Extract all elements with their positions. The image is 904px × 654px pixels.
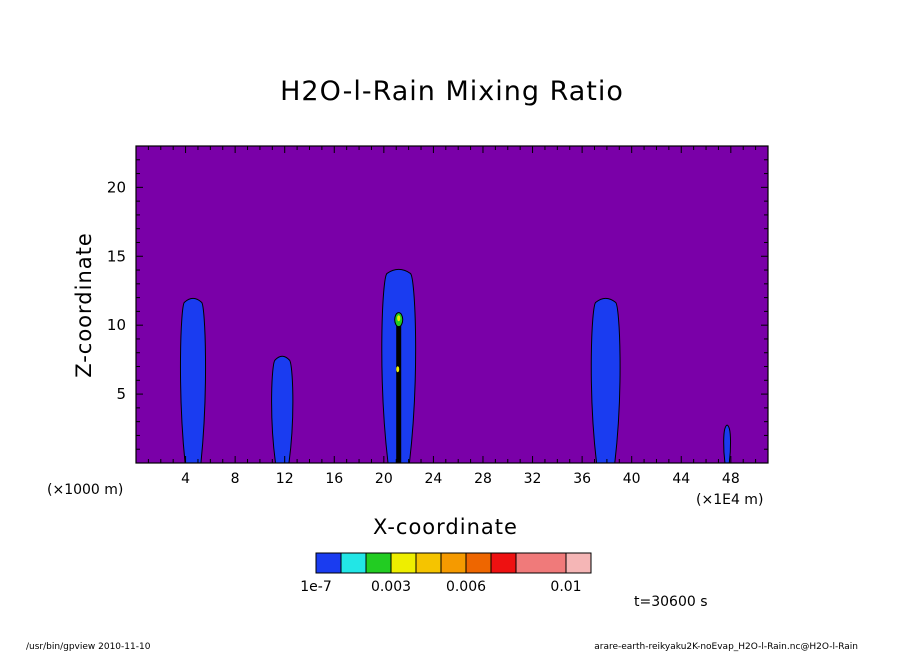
x-tick-label: 24	[424, 471, 442, 487]
colorbar-swatch	[390, 552, 417, 574]
x-tick-label: 48	[722, 471, 740, 487]
rain-cell	[723, 424, 732, 464]
cell-core	[396, 322, 402, 463]
x-tick-label: 44	[672, 471, 690, 487]
cell-core-yellow	[397, 315, 401, 322]
colorbar-swatch	[515, 552, 567, 574]
y-tick-label: 20	[107, 178, 126, 196]
footer-file: arare-earth-reikyaku2K-noEvap_H2O-l-Rain…	[594, 642, 858, 652]
colorbar-swatch	[340, 552, 367, 574]
y-tick-label: 5	[116, 385, 126, 403]
rain-cell	[179, 297, 207, 464]
footer-program: /usr/bin/gpview 2010-11-10	[26, 642, 151, 652]
colorbar-swatch	[465, 552, 492, 574]
x-tick-label: 20	[375, 471, 393, 487]
colorbar-swatch	[490, 552, 517, 574]
colorbar-swatch	[565, 552, 592, 574]
colorbar-label: 0.01	[550, 579, 581, 595]
colorbar-label: 1e-7	[300, 579, 331, 595]
cell-core-yellow	[396, 366, 400, 373]
rain-cell	[271, 355, 294, 464]
colorbar-label: 0.006	[446, 579, 486, 595]
colorbar-label: 0.003	[371, 579, 411, 595]
x-tick-label: 16	[325, 471, 343, 487]
time-label: t=30600 s	[634, 594, 708, 610]
x-tick-label: 36	[573, 471, 591, 487]
x-tick-label: 12	[276, 471, 294, 487]
colorbar-swatch	[365, 552, 392, 574]
y-axis-label: Z-coordinate	[72, 232, 96, 378]
plot-frame	[135, 145, 769, 464]
colorbar-swatch	[315, 552, 342, 574]
field-background	[136, 146, 768, 463]
x-unit-label-right: (×1E4 m)	[696, 492, 764, 508]
x-tick-label: 40	[623, 471, 641, 487]
x-tick-label: 4	[181, 471, 190, 487]
chart-title: H2O-l-Rain Mixing Ratio	[280, 76, 624, 107]
x-unit-label-left: (×1000 m)	[47, 482, 124, 498]
y-tick-label: 10	[107, 316, 126, 334]
y-tick-label: 15	[107, 247, 126, 265]
rain-cell	[590, 297, 621, 464]
x-tick-label: 28	[474, 471, 492, 487]
x-axis-label: X-coordinate	[373, 515, 518, 539]
colorbar-swatch	[440, 552, 467, 574]
colorbar-swatch	[415, 552, 442, 574]
x-tick-label: 32	[524, 471, 542, 487]
x-tick-label: 8	[231, 471, 240, 487]
